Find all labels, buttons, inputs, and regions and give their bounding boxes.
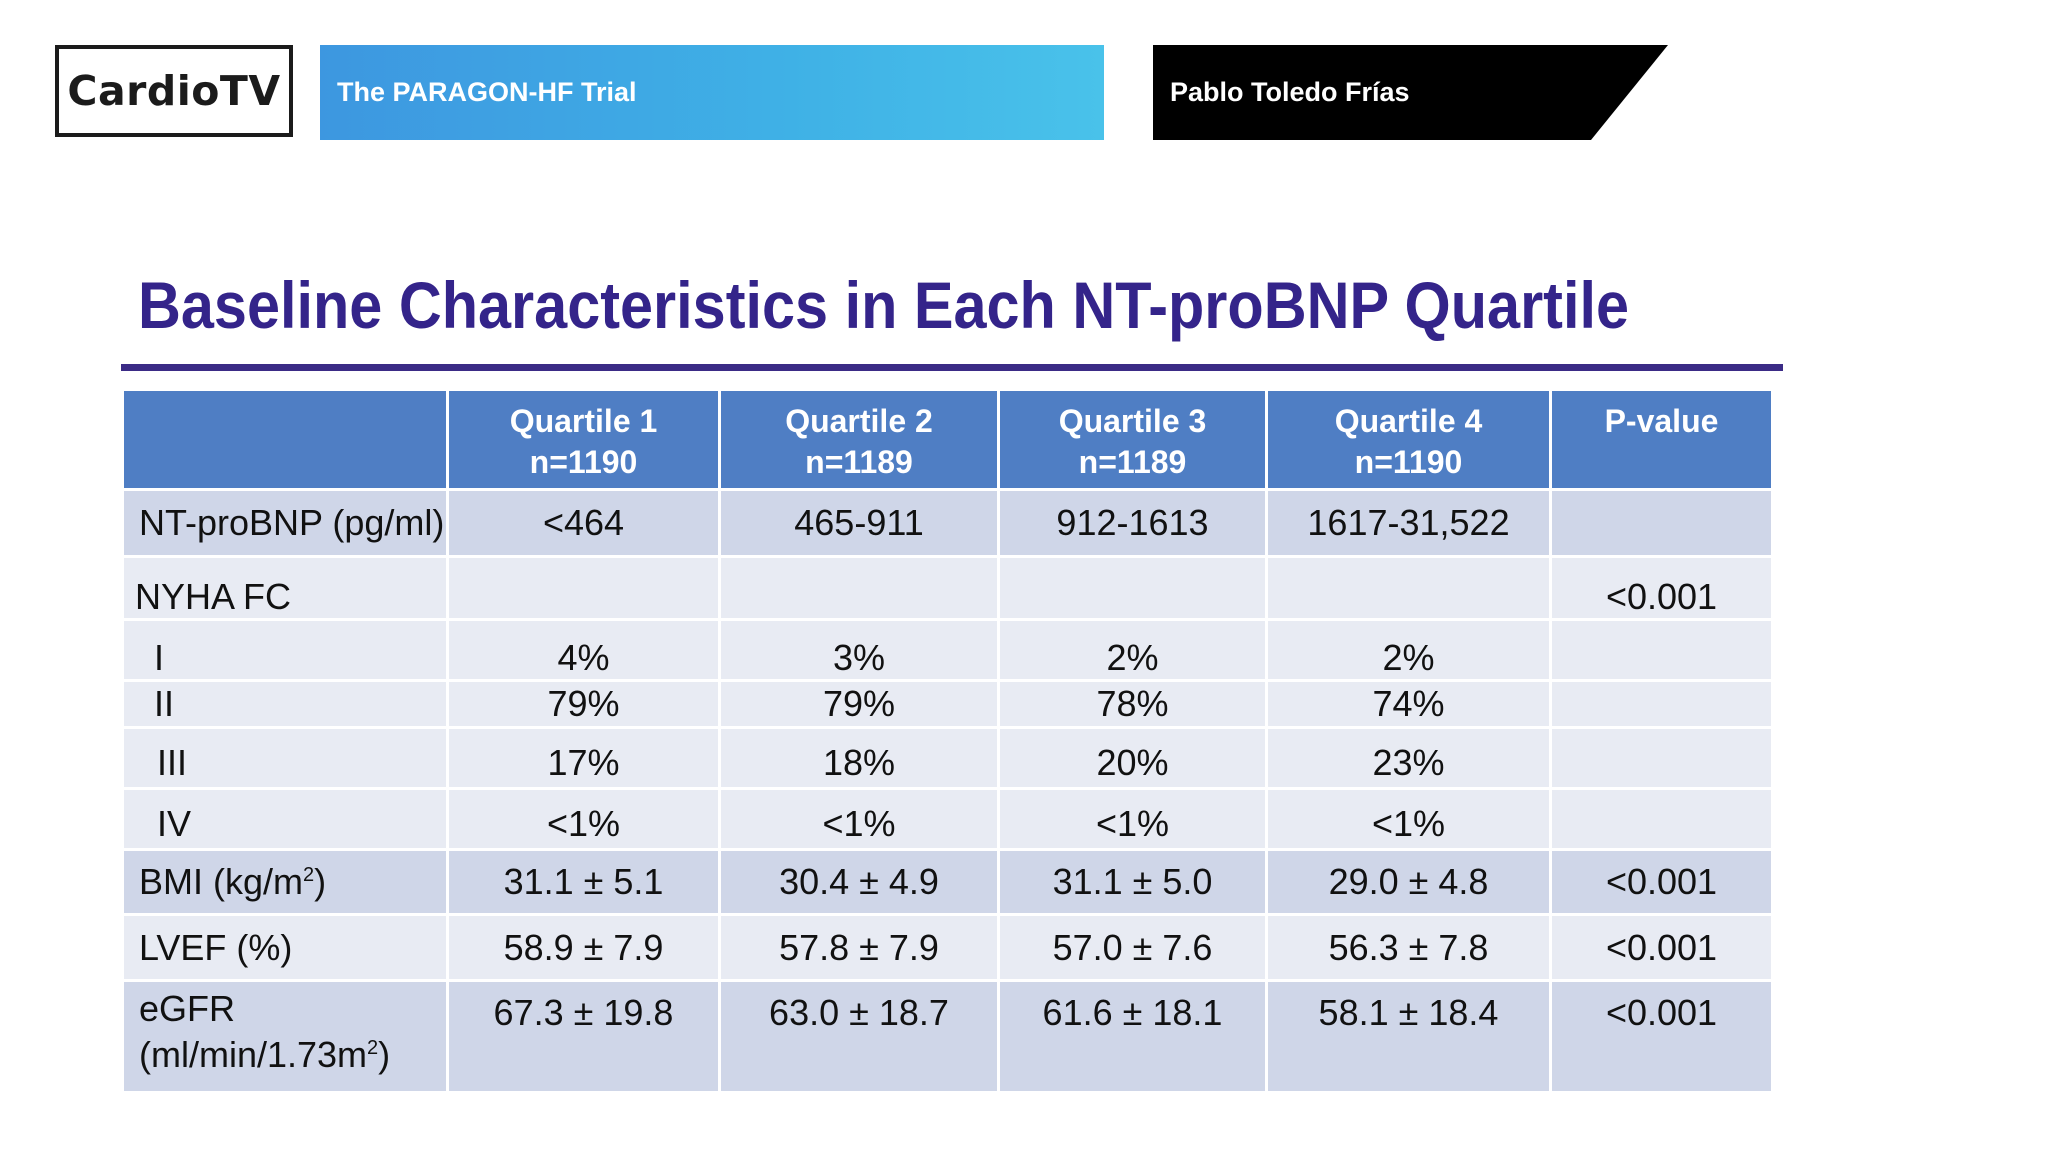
cell-q1: 79% <box>446 679 721 729</box>
cell-q1: <1% <box>446 787 721 851</box>
cell-q3: <1% <box>997 787 1268 851</box>
cell-q3: 57.0 ± 7.6 <box>997 913 1268 982</box>
cell-q3: 61.6 ± 18.1 <box>997 979 1268 1094</box>
table-row-bmi: BMI (kg/m2) 31.1 ± 5.1 30.4 ± 4.9 31.1 ±… <box>121 848 1774 916</box>
header-quartile-1: Quartile 1 n=1190 <box>446 388 721 491</box>
table-row-ntprobnp: NT-proBNP (pg/ml) <464 465-911 912-1613 … <box>121 488 1774 558</box>
table-row-nyha-iv: IV <1% <1% <1% <1% <box>121 787 1774 851</box>
row-label: II <box>121 679 449 729</box>
cell-q1: 4% <box>446 618 721 682</box>
row-label-sup: 2 <box>303 864 315 886</box>
cell-q2: 30.4 ± 4.9 <box>718 848 1000 916</box>
header-empty-cell <box>121 388 449 491</box>
show-title: The PARAGON-HF Trial <box>337 77 637 107</box>
cell-q4: 23% <box>1265 726 1552 790</box>
header-col-n: n=1189 <box>1078 444 1187 480</box>
header-col-name: Quartile 4 <box>1334 403 1483 439</box>
cell-q4: <1% <box>1265 787 1552 851</box>
table-header-row: Quartile 1 n=1190 Quartile 2 n=1189 Quar… <box>121 388 1774 491</box>
cardiotv-logo: CardioTV <box>55 45 293 137</box>
header-col-name: Quartile 2 <box>785 403 933 439</box>
cell-q3: 20% <box>997 726 1268 790</box>
title-divider <box>121 364 1783 371</box>
header-col-name: Quartile 1 <box>509 403 658 439</box>
cell-p <box>1549 618 1774 682</box>
table-row-lvef: LVEF (%) 58.9 ± 7.9 57.8 ± 7.9 57.0 ± 7.… <box>121 913 1774 982</box>
cell-p <box>1549 488 1774 558</box>
cell-q1: 67.3 ± 19.8 <box>446 979 721 1094</box>
cell-q3: 912-1613 <box>997 488 1268 558</box>
cell-q1: 17% <box>446 726 721 790</box>
speaker-banner: Pablo Toledo Frías <box>1153 45 1668 140</box>
cell-q3: 31.1 ± 5.0 <box>997 848 1268 916</box>
table-row-nyha-ii: II 79% 79% 78% 74% <box>121 679 1774 729</box>
slide-title: Baseline Characteristics in Each NT-proB… <box>138 268 1630 342</box>
header-col-n: n=1190 <box>1354 444 1463 480</box>
table-row-nyha: NYHA FC <0.001 <box>121 555 1774 621</box>
cell-q2: <1% <box>718 787 1000 851</box>
table-row-egfr: eGFR (ml/min/1.73m2) 67.3 ± 19.8 63.0 ± … <box>121 979 1774 1094</box>
cell-q4 <box>1265 555 1552 621</box>
cell-p <box>1549 679 1774 729</box>
row-label: eGFR (ml/min/1.73m2) <box>121 979 449 1094</box>
header-quartile-2: Quartile 2 n=1189 <box>718 388 1000 491</box>
header-quartile-4: Quartile 4 n=1190 <box>1265 388 1552 491</box>
row-label: III <box>121 726 449 790</box>
row-label-line2: (ml/min/1.73m2) <box>139 1032 446 1078</box>
header-col-name: Quartile 3 <box>1058 403 1207 439</box>
cell-q2: 79% <box>718 679 1000 729</box>
cell-p: <0.001 <box>1549 555 1774 621</box>
row-label-end: ) <box>314 861 327 902</box>
baseline-table: Quartile 1 n=1190 Quartile 2 n=1189 Quar… <box>121 388 1774 1094</box>
row-label-line1: eGFR <box>139 988 236 1029</box>
table-row-nyha-i: I 4% 3% 2% 2% <box>121 618 1774 682</box>
cell-q3 <box>997 555 1268 621</box>
row-label-end: ) <box>378 1034 391 1075</box>
cell-q4: 74% <box>1265 679 1552 729</box>
cell-q3: 78% <box>997 679 1268 729</box>
cell-q2: 57.8 ± 7.9 <box>718 913 1000 982</box>
cell-q2: 465-911 <box>718 488 1000 558</box>
header-col-n: n=1190 <box>529 444 638 480</box>
row-label: LVEF (%) <box>121 913 449 982</box>
row-label-text: (ml/min/1.73m <box>139 1034 368 1075</box>
cell-q2 <box>718 555 1000 621</box>
row-label: BMI (kg/m2) <box>121 848 449 916</box>
speaker-banner-shape <box>1153 45 1668 140</box>
row-label: I <box>121 618 449 682</box>
header-col-name: P-value <box>1604 403 1719 439</box>
cell-q4: 1617-31,522 <box>1265 488 1552 558</box>
cell-q2: 18% <box>718 726 1000 790</box>
row-label: NYHA FC <box>121 555 449 621</box>
cell-q1: 31.1 ± 5.1 <box>446 848 721 916</box>
row-label: NT-proBNP (pg/ml) <box>121 488 449 558</box>
table-row-nyha-iii: III 17% 18% 20% 23% <box>121 726 1774 790</box>
header-col-n: n=1189 <box>805 444 913 480</box>
speaker-name: Pablo Toledo Frías <box>1170 77 1410 107</box>
cell-q2: 3% <box>718 618 1000 682</box>
cell-p: <0.001 <box>1549 979 1774 1094</box>
logo-text: CardioTV <box>67 67 281 115</box>
cell-q4: 58.1 ± 18.4 <box>1265 979 1552 1094</box>
header-quartile-3: Quartile 3 n=1189 <box>997 388 1268 491</box>
cell-p <box>1549 787 1774 851</box>
cell-q1: <464 <box>446 488 721 558</box>
cell-p: <0.001 <box>1549 848 1774 916</box>
cell-q1: 58.9 ± 7.9 <box>446 913 721 982</box>
cell-q4: 56.3 ± 7.8 <box>1265 913 1552 982</box>
cell-q4: 2% <box>1265 618 1552 682</box>
cell-q4: 29.0 ± 4.8 <box>1265 848 1552 916</box>
cell-q3: 2% <box>997 618 1268 682</box>
header-p-value: P-value <box>1549 388 1774 491</box>
row-label-text: BMI (kg/m <box>139 861 304 902</box>
cell-p: <0.001 <box>1549 913 1774 982</box>
show-title-banner: The PARAGON-HF Trial <box>320 45 1104 140</box>
row-label: IV <box>121 787 449 851</box>
row-label-sup: 2 <box>367 1037 379 1059</box>
cell-q1 <box>446 555 721 621</box>
cell-p <box>1549 726 1774 790</box>
cell-q2: 63.0 ± 18.7 <box>718 979 1000 1094</box>
